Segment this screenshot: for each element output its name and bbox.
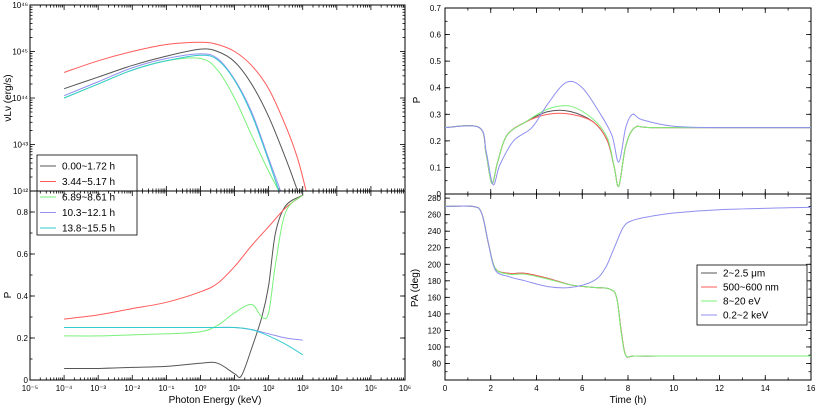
legend-label-lt-legend-3: 10.3~12.1 h [62, 208, 115, 219]
panel-left-bottom-xticks: 10⁻⁵ 10⁻⁴ 10⁻³ 10⁻² 10⁻¹ 10⁰ 10¹ 10² 10³ 10⁴ 10⁵ 10… [22, 191, 411, 393]
xtick-label-lb-1: 10⁻⁴ [56, 384, 73, 393]
xtick-label-lb-6: 10¹ [229, 384, 241, 393]
xtick-label-lb-2: 10⁻³ [90, 384, 106, 393]
panel-left-bottom: 10⁻⁵ 10⁻⁴ 10⁻³ 10⁻² 10⁻¹ 10⁰ 10¹ 10² 10³ 10⁴ 10⁵ 10… [3, 190, 411, 406]
ytick-label-lb-0: 0 [24, 376, 29, 385]
ytick-label-rb-5: 180 [428, 277, 442, 286]
xtick-label-lb-4: 10⁻¹ [158, 384, 174, 393]
ytick-label-lt-3: 10⁴⁶ [12, 1, 28, 10]
legend-label-rb-legend-2: 8~20 eV [723, 297, 761, 308]
ytick-label-rb-3: 140 [428, 310, 442, 319]
ytick-label-rb-10: 280 [428, 194, 442, 203]
ytick-label-rb-4: 160 [428, 293, 442, 302]
xtick-label-lb-9: 10⁴ [331, 384, 344, 393]
panel-left-bottom-series [64, 194, 304, 379]
panel-left-top-series [63, 41, 307, 192]
series-lt-3 [63, 53, 282, 192]
series-lb-1 [64, 194, 304, 320]
legend-label-lt-legend-1: 3.44~5.17 h [62, 177, 115, 188]
series-lb-0 [64, 194, 303, 379]
xtick-label-rb-1: 2 [489, 384, 494, 393]
ytick-label-rb-6: 200 [428, 260, 442, 269]
panel-left-bottom-ylabel: P [3, 291, 14, 298]
ytick-label-rb-7: 220 [428, 244, 442, 253]
series-rb-3 [444, 205, 812, 289]
panel-right-bottom-ylabel: PA (deg) [410, 269, 421, 307]
panel-right-bottom-xticks: 0 2 4 6 8 10 12 14 16 [443, 194, 816, 393]
ytick-label-rb-1: 100 [428, 343, 442, 352]
panel-right-top: 0 0.1 0.2 0.3 0.4 0.5 0.6 0.7 P [412, 4, 812, 199]
xtick-label-rb-0: 0 [443, 384, 448, 393]
ytick-label-lt-0: 10⁴³ [13, 141, 28, 150]
xtick-label-rb-5: 10 [669, 384, 678, 393]
ytick-label-lb-3: 0.6 [17, 250, 29, 259]
ytick-label-rb-2: 120 [428, 326, 442, 335]
ytick-label-lb-2: 0.4 [17, 292, 29, 301]
legend-label-rb-legend-3: 0.2~2 keV [723, 311, 769, 322]
xtick-label-rb-4: 8 [626, 384, 631, 393]
xtick-label-rb-6: 12 [715, 384, 724, 393]
xtick-label-rb-7: 14 [761, 384, 770, 393]
series-lb-2 [64, 194, 304, 337]
ytick-label-rt-5: 0.5 [430, 57, 442, 66]
ytick-label-lt-1: 10⁴⁴ [12, 94, 28, 103]
ytick-label-rt-1: 0.1 [430, 163, 442, 172]
series-rt-1 [444, 112, 811, 188]
legend-label-lt-legend-0: 0.00~1.72 h [62, 162, 115, 173]
ytick-label-lb-1: 0.2 [17, 334, 29, 343]
ytick-label-rt-4: 0.4 [430, 84, 442, 93]
legend-left-box [36, 154, 138, 236]
series-lt-4 [63, 54, 280, 192]
legend-label-rb-legend-0: 2~2.5 μm [723, 269, 765, 280]
ytick-label-lt-4: 10⁴² [13, 187, 28, 196]
panel-left-bottom-xlabel: Photon Energy (keV) [169, 395, 262, 406]
panel-left-bottom-frame [29, 190, 406, 381]
xtick-label-rb-3: 6 [580, 384, 585, 393]
panel-right-top-xticks [444, 8, 812, 194]
ytick-label-rt-2: 0.2 [430, 137, 442, 146]
xtick-label-lb-5: 10⁰ [194, 384, 206, 393]
xtick-label-lb-8: 10³ [297, 384, 309, 393]
ytick-label-lt-2: 10⁴⁵ [12, 48, 28, 57]
panel-left-bottom-yticks: 0 0.2 0.4 0.6 0.8 [17, 190, 405, 385]
series-lb-4 [64, 326, 303, 356]
legend-left: 0.00~1.72 h 3.44~5.17 h 6.89~8.61 h 10.3~12… [36, 154, 138, 236]
ytick-label-rt-3: 0.3 [430, 110, 442, 119]
legend-label-rb-legend-1: 500~600 nm [723, 283, 779, 294]
panel-left-top-ylabel: νLν (erg/s) [3, 74, 14, 121]
panel-right-bottom-series [444, 205, 812, 358]
panel-right-bottom-xlabel: Time (h) [610, 395, 647, 406]
xtick-label-lb-10: 10⁵ [365, 384, 377, 393]
ytick-label-rb-9: 260 [428, 211, 442, 220]
panel-right-top-frame [444, 7, 812, 195]
xtick-label-lb-7: 10² [263, 384, 275, 393]
series-rt-2 [444, 105, 811, 188]
series-lt-1 [63, 41, 307, 192]
ytick-label-lb-4: 0.8 [17, 208, 29, 217]
ytick-label-rb-8: 240 [428, 227, 442, 236]
series-lt-0 [63, 48, 299, 192]
panel-left-top-yticks: 10⁴³ 10⁴⁴ 10⁴⁵ 10⁴⁶ 10⁴² [12, 1, 405, 196]
panel-right-top-series [444, 80, 812, 188]
ytick-label-rb-0: 80 [432, 359, 441, 368]
ytick-label-rt-0: 0 [437, 190, 442, 199]
xtick-label-lb-3: 10⁻² [124, 384, 140, 393]
ytick-label-rt-7: 0.7 [430, 4, 442, 13]
xtick-label-lb-11: 10⁶ [399, 384, 411, 393]
series-lb-3 [64, 326, 303, 341]
panel-right-top-yticks: 0 0.1 0.2 0.3 0.4 0.5 0.6 0.7 [430, 4, 811, 199]
xtick-label-lb-0: 10⁻⁵ [22, 384, 38, 393]
xtick-label-rb-8: 16 [807, 384, 816, 393]
ytick-label-rt-6: 0.6 [430, 31, 442, 40]
panel-right-top-ylabel: P [412, 96, 423, 103]
legend-right: 2~2.5 μm 500~600 nm 8~20 eV 0.2~2 keV [696, 264, 808, 326]
legend-label-lt-legend-4: 13.8~15.5 h [62, 224, 115, 235]
legend-label-lt-legend-2: 6.89~8.61 h [62, 193, 115, 204]
panel-left-top: 10⁴³ 10⁴⁴ 10⁴⁵ 10⁴⁶ 10⁴² νLν (erg/s) 0.00~1.… [3, 1, 406, 236]
series-rt-3 [444, 80, 812, 186]
xtick-label-rb-2: 4 [534, 384, 539, 393]
panel-right-bottom: 0 2 4 6 8 10 12 14 16 80 100 120 140 160 180 200 220 240… [410, 193, 816, 406]
